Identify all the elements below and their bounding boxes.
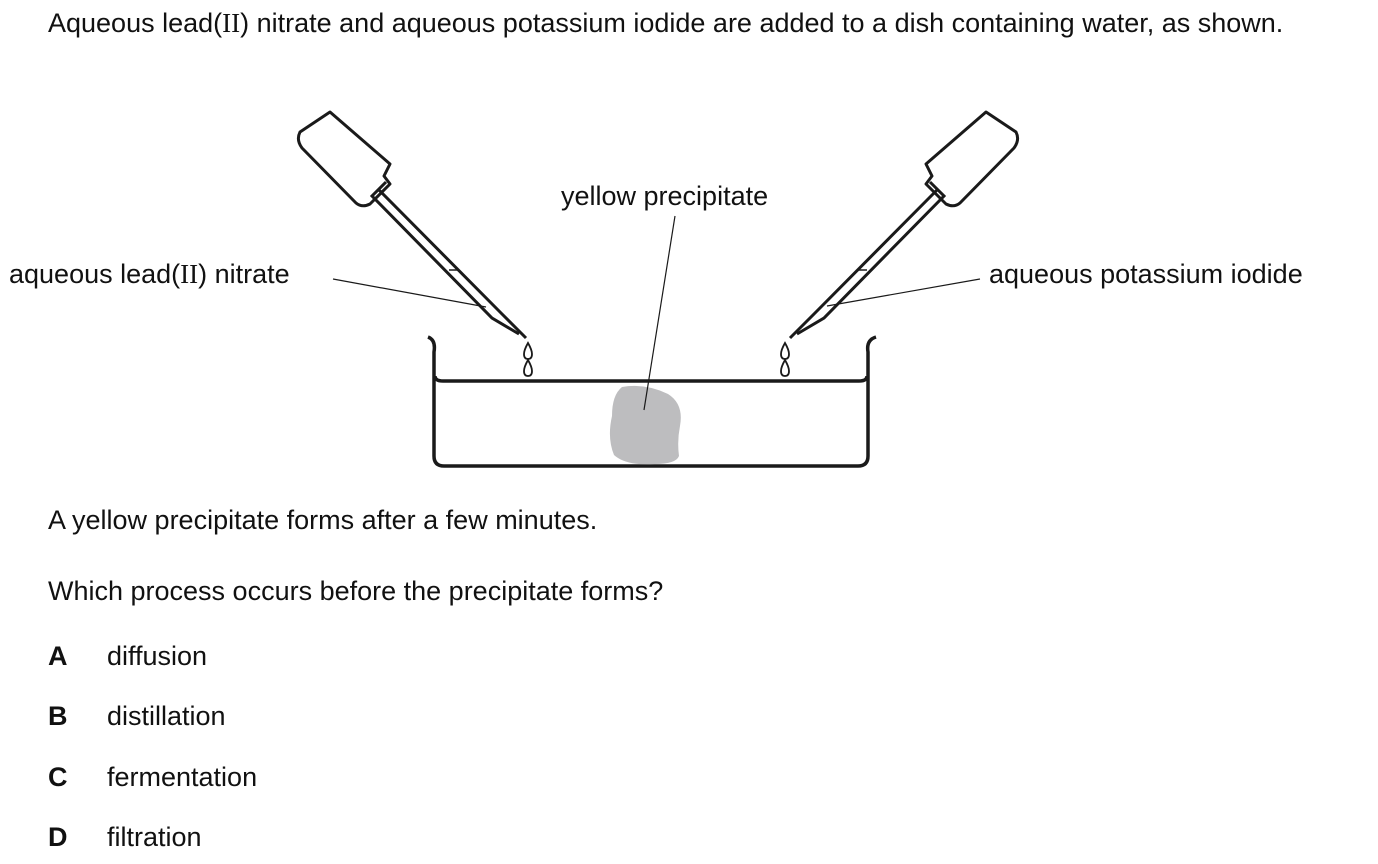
left-dropper-tube [369, 180, 520, 336]
question-statement: A yellow precipitate forms after a few m… [48, 505, 598, 535]
leader-line-right [826, 278, 981, 307]
water-surface [433, 375, 869, 383]
precipitate-blob [609, 385, 681, 465]
question-intro: Aqueous lead(II) nitrate and aqueous pot… [48, 6, 1366, 41]
option-letter: B [48, 701, 68, 731]
option-text: filtration [107, 822, 202, 852]
right-dropper-tube [796, 180, 947, 336]
leader-line-center [643, 215, 676, 411]
label-yellow-precipitate: yellow precipitate [561, 181, 768, 211]
option-letter: C [48, 762, 68, 792]
option-text: diffusion [107, 641, 208, 671]
option-text: distillation [107, 701, 226, 731]
right-drop-2 [780, 358, 790, 377]
leader-line-left [332, 278, 487, 308]
label-lead-nitrate: aqueous lead(II) nitrate [9, 259, 290, 289]
intro-text-end: ) nitrate and aqueous potassium iodide a… [240, 8, 1284, 38]
right-dropper-tube-edge [788, 188, 939, 340]
label-potassium-iodide: aqueous potassium iodide [989, 259, 1303, 289]
left-drop-1 [523, 341, 533, 360]
right-dropper-bulb [924, 110, 1020, 208]
apparatus-diagram: aqueous lead(II) nitrate yellow precipit… [9, 110, 1303, 468]
dish [427, 335, 877, 468]
option-text: fermentation [107, 762, 258, 792]
intro-text-start: Aqueous lead( [48, 8, 223, 38]
left-dropper-bulb [296, 110, 392, 208]
option-letter: A [48, 641, 68, 671]
intro-roman-numeral: II [222, 8, 241, 38]
option-letter: D [48, 822, 68, 852]
question-prompt: Which process occurs before the precipit… [48, 576, 664, 606]
left-dropper-tube-edge [377, 188, 528, 340]
right-drop-1 [780, 341, 790, 360]
left-drop-2 [523, 358, 533, 377]
